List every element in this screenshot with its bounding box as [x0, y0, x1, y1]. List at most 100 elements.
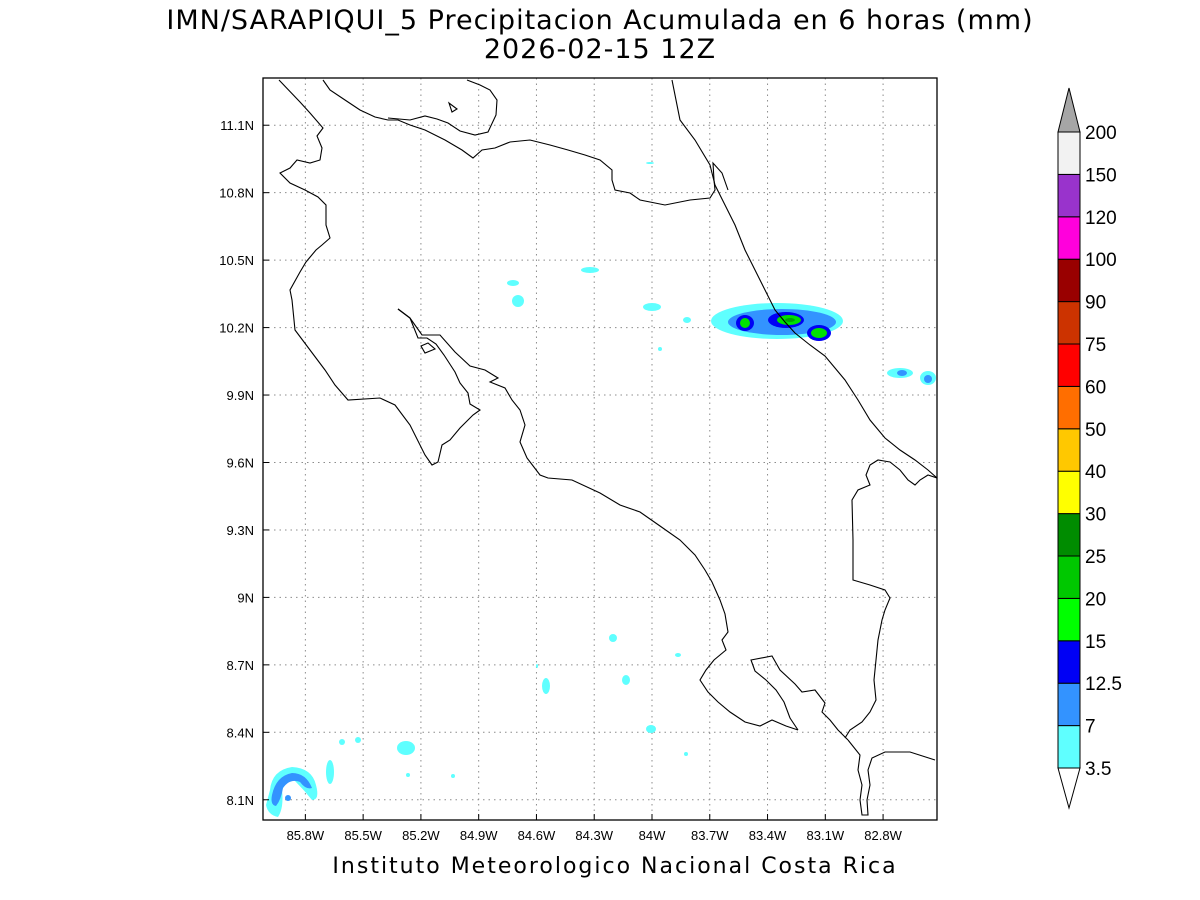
precip-cell-small — [622, 675, 630, 685]
colorbar-label: 25 — [1085, 547, 1106, 568]
lake-nicaragua-south — [322, 79, 729, 206]
footer-credit: Instituto Meteorologico Nacional Costa R… — [332, 854, 898, 879]
precip-cell-small — [646, 725, 656, 733]
precip-cell-small — [397, 741, 415, 755]
colorbar-label: 200 — [1085, 123, 1117, 144]
lon-tick-label: 82.8W — [864, 828, 902, 843]
lon-tick-label: 85.5W — [344, 828, 382, 843]
grid-lines — [263, 78, 937, 820]
lat-tick-label: 8.4N — [227, 725, 254, 740]
precip-cell-small — [355, 737, 361, 743]
axis-labels: 85.8W 85.5W 85.2W 84.9W 84.6W 84.3W 84W 83.7W 83… — [219, 118, 902, 843]
lake-islet — [447, 101, 458, 113]
colorbar-label: 120 — [1085, 208, 1117, 229]
colorbar-swatch — [1057, 428, 1081, 472]
lon-tick-label: 85.8W — [287, 828, 325, 843]
colorbar-swatch — [1057, 173, 1081, 218]
lat-tick-label: 9N — [237, 590, 254, 605]
lat-tick-label: 8.7N — [227, 658, 254, 673]
lon-tick-label: 84W — [639, 828, 666, 843]
colorbar-label: 30 — [1085, 505, 1106, 526]
colorbar-legend: 3.5 7 12.5 15 20 25 30 40 50 60 75 90 100 120 150 200 — [1057, 87, 1122, 810]
colorbar-label: 12.5 — [1085, 674, 1122, 695]
map-title: IMN/SARAPIQUI_5 Precipitacion Acumulada … — [0, 6, 1200, 64]
colorbar-label: 3.5 — [1085, 759, 1111, 780]
lon-tick-label: 85.2W — [402, 828, 440, 843]
precip-cell-small — [581, 267, 599, 273]
precip-cell-small — [684, 752, 688, 756]
lat-tick-label: 8.1N — [227, 793, 254, 808]
colorbar-label: 50 — [1085, 420, 1106, 441]
lat-tick-label: 9.6N — [227, 455, 254, 470]
lat-tick-label: 10.2N — [219, 321, 254, 336]
precip-cell-small — [542, 678, 550, 694]
colorbar-label: 7 — [1085, 717, 1096, 738]
colorbar-swatch — [1057, 555, 1081, 599]
precip-core-east-green — [811, 328, 827, 338]
lat-tick-label: 9.9N — [227, 388, 254, 403]
precip-cell-pacific-sw-inner — [271, 773, 312, 806]
precip-cell-pacific-sw-dot — [285, 795, 291, 801]
colorbar-label: 20 — [1085, 589, 1106, 610]
burica-coast — [847, 739, 936, 816]
colorbar-swatch — [1057, 343, 1081, 387]
panama-border — [844, 459, 937, 739]
lat-tick-label: 10.8N — [219, 186, 254, 201]
precip-cell-small — [683, 317, 691, 323]
precip-cell-small — [536, 664, 538, 668]
colorbar-label: 15 — [1085, 632, 1106, 653]
precip-cell-east-2-inner — [924, 375, 932, 383]
title-line-1: IMN/SARAPIQUI_5 Precipitacion Acumulada … — [166, 5, 1034, 36]
lon-tick-label: 84.9W — [460, 828, 498, 843]
precip-cell-small — [646, 162, 654, 164]
colorbar-swatch — [1057, 640, 1081, 684]
colorbar-label: 100 — [1085, 250, 1117, 271]
precip-cell-small — [658, 347, 662, 351]
colorbar-label: 40 — [1085, 462, 1106, 483]
lat-tick-label: 10.5N — [219, 253, 254, 268]
coastlines — [278, 79, 937, 816]
colorbar-swatch — [1057, 725, 1081, 769]
gulf-of-nicoya-east — [397, 308, 799, 731]
precip-cell-east-1-inner — [897, 370, 907, 376]
map-frame — [262, 77, 938, 821]
lat-tick-label: 9.3N — [227, 523, 254, 538]
colorbar-swatch — [1057, 513, 1081, 557]
colorbar-label: 60 — [1085, 377, 1106, 398]
nicoya-island — [420, 342, 437, 354]
precip-cell-small — [643, 303, 661, 311]
colorbar-swatch — [1057, 131, 1081, 175]
colorbar-swatch — [1057, 258, 1081, 303]
pacific-coast-north — [278, 79, 482, 466]
precip-cell-small — [609, 634, 617, 642]
colorbar-label: 90 — [1085, 293, 1106, 314]
lat-tick-label: 11.1N — [220, 118, 254, 133]
lon-tick-label: 83.7W — [691, 828, 729, 843]
precip-cell-small — [512, 295, 524, 307]
precip-cell-small — [675, 653, 681, 657]
colorbar-swatch — [1057, 470, 1081, 515]
colorbar-swatch — [1057, 385, 1081, 430]
precip-cell-small — [507, 280, 519, 286]
colorbar-label: 75 — [1085, 335, 1106, 356]
precip-core-center-dark — [785, 318, 795, 322]
colorbar-swatch — [1057, 301, 1081, 345]
lake-nicaragua-east — [387, 79, 498, 136]
lon-tick-label: 83.4W — [749, 828, 787, 843]
colorbar-swatch — [1057, 682, 1081, 727]
precip-cell-small — [326, 760, 334, 784]
colorbar-swatch — [1057, 597, 1081, 642]
lon-tick-label: 84.6W — [518, 828, 556, 843]
lon-tick-label: 84.3W — [575, 828, 613, 843]
lon-tick-label: 83.1W — [807, 828, 845, 843]
caribbean-coast — [671, 79, 937, 479]
precip-cell-small — [339, 739, 345, 745]
colorbar-upper-arrow — [1057, 87, 1081, 133]
precip-cell-small — [451, 774, 455, 778]
title-line-2: 2026-02-15 12Z — [483, 34, 717, 65]
colorbar-lower-arrow — [1057, 767, 1081, 810]
colorbar-label: 150 — [1085, 165, 1117, 186]
osa-peninsula — [750, 655, 849, 741]
colorbar-swatch — [1057, 216, 1081, 260]
